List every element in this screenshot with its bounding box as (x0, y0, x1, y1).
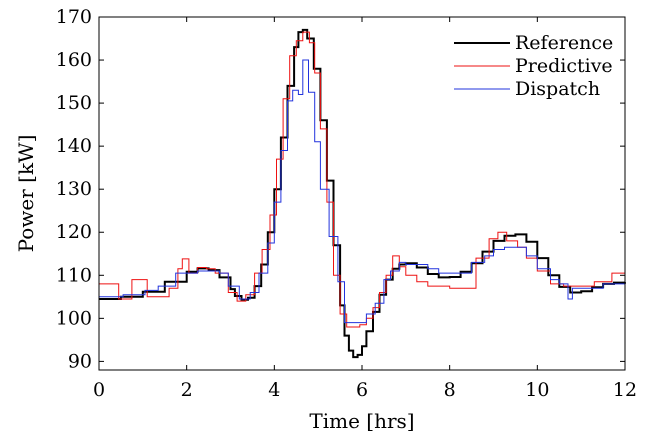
x-tick-label: 8 (444, 379, 456, 401)
y-axis-title: Power [kW] (14, 135, 38, 253)
y-tick-label: 120 (56, 221, 92, 243)
series-line-dispatch (99, 59, 626, 324)
x-axis: 0 2 4 6 8 10 12 (93, 17, 637, 401)
y-tick-label: 110 (56, 264, 92, 286)
x-tick-label: 6 (356, 379, 368, 401)
y-tick-label: 100 (56, 307, 92, 329)
y-tick-label: 170 (56, 6, 92, 28)
y-tick-label: 160 (56, 49, 92, 71)
x-tick-label: 2 (181, 379, 193, 401)
legend-label-predictive: Predictive (515, 55, 613, 77)
x-axis-title: Time [hrs] (309, 409, 414, 433)
y-tick-label: 140 (56, 135, 92, 157)
y-tick-label: 90 (68, 350, 92, 372)
plot-lines (99, 28, 626, 359)
legend-label-reference: Reference (515, 32, 613, 54)
y-tick-label: 150 (56, 92, 92, 114)
x-tick-label: 0 (93, 379, 105, 401)
x-tick-label: 12 (613, 379, 637, 401)
y-tick-label: 130 (56, 178, 92, 200)
x-tick-label: 10 (525, 379, 549, 401)
series-line-predictive (99, 31, 625, 328)
x-tick-label: 4 (268, 379, 280, 401)
series-line-reference (99, 28, 626, 359)
y-axis: 90 100 110 120 130 140 150 160 170 (56, 6, 625, 372)
legend-label-dispatch: Dispatch (515, 78, 600, 100)
